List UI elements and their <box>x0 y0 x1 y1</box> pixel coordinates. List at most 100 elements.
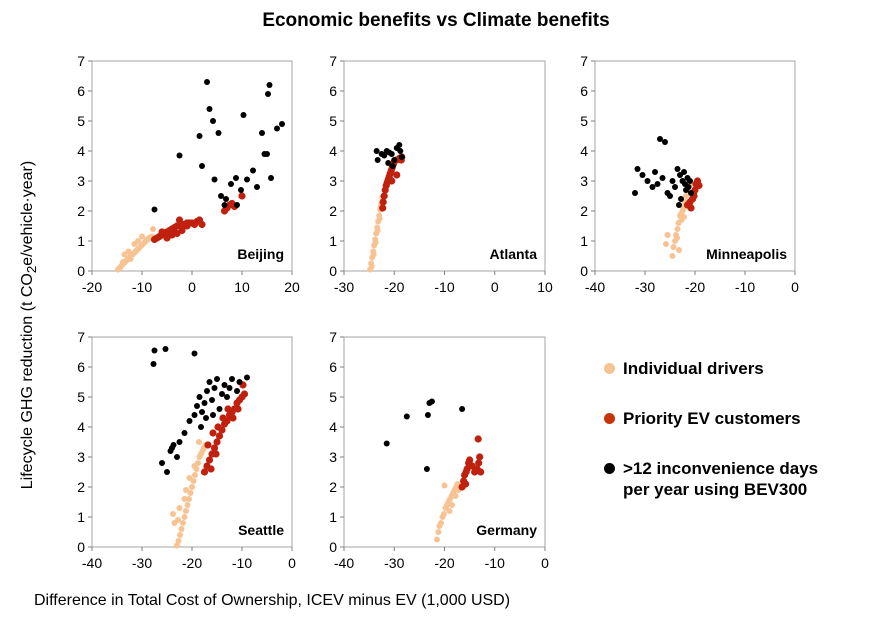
data-point-individual <box>192 472 198 478</box>
data-point-priority <box>173 229 181 238</box>
data-point-individual <box>176 505 183 511</box>
data-point-inconvenience <box>659 175 666 181</box>
data-point-inconvenience <box>244 176 250 183</box>
data-point-individual <box>125 248 132 255</box>
data-point-inconvenience <box>374 157 381 163</box>
data-point-inconvenience <box>191 412 198 418</box>
y-tick-label: 3 <box>580 173 588 189</box>
data-point-priority <box>474 435 482 443</box>
data-point-inconvenience <box>211 385 218 391</box>
y-tick-label: 6 <box>77 359 85 375</box>
data-point-individual <box>674 226 681 232</box>
data-point-inconvenience <box>223 196 229 202</box>
x-tick-label: 0 <box>188 279 196 295</box>
y-tick-label: 2 <box>580 203 588 219</box>
legend-marker-inconvenience <box>604 463 615 474</box>
data-point-individual <box>183 508 189 514</box>
data-point-priority <box>213 438 221 446</box>
data-point-inconvenience <box>264 151 270 157</box>
data-point-inconvenience <box>389 163 396 169</box>
data-point-inconvenience <box>186 418 193 424</box>
y-tick-label: 4 <box>329 419 337 435</box>
data-point-priority <box>687 204 695 212</box>
y-tick-label: 1 <box>77 509 85 525</box>
data-point-inconvenience <box>274 125 280 132</box>
data-point-priority <box>214 423 222 431</box>
data-point-priority <box>207 465 215 473</box>
data-point-inconvenience <box>174 454 180 460</box>
y-tick-label: 7 <box>77 53 85 69</box>
data-point-inconvenience <box>176 152 183 159</box>
data-point-inconvenience <box>254 184 260 190</box>
data-point-inconvenience <box>424 412 431 418</box>
data-point-inconvenience <box>391 157 398 163</box>
data-point-individual <box>437 520 444 526</box>
x-axis-label: Difference in Total Cost of Ownership, I… <box>34 592 511 609</box>
data-point-individual <box>683 193 689 199</box>
data-point-priority <box>229 414 237 422</box>
data-point-priority <box>388 177 396 185</box>
data-point-individual <box>433 536 440 543</box>
data-point-inconvenience <box>151 206 158 213</box>
x-tick-label: -10 <box>735 279 755 295</box>
data-point-inconvenience <box>218 193 224 199</box>
x-tick-label: -20 <box>384 279 404 295</box>
data-point-individual <box>183 487 189 493</box>
data-point-inconvenience <box>219 391 225 397</box>
data-point-inconvenience <box>240 112 247 118</box>
panel-label-beijing: Beijing <box>237 246 284 262</box>
data-point-individual <box>676 247 682 253</box>
data-point-inconvenience <box>204 388 210 394</box>
data-point-priority <box>210 444 219 452</box>
data-point-inconvenience <box>654 181 661 187</box>
data-point-individual <box>178 526 185 532</box>
data-point-inconvenience <box>226 385 233 391</box>
y-tick-label: 7 <box>77 329 85 345</box>
y-tick-label: 4 <box>329 143 337 159</box>
data-point-inconvenience <box>196 133 203 139</box>
data-point-inconvenience <box>206 106 213 112</box>
legend-label-individual: Individual drivers <box>623 359 764 378</box>
data-point-priority <box>379 204 387 212</box>
y-tick-label: 5 <box>329 389 337 405</box>
data-point-inconvenience <box>674 166 681 172</box>
data-point-priority <box>220 207 229 215</box>
data-point-inconvenience <box>266 82 273 88</box>
data-point-inconvenience <box>265 91 271 97</box>
data-point-individual <box>376 215 383 222</box>
data-point-inconvenience <box>215 130 222 136</box>
y-tick-label: 3 <box>329 173 337 189</box>
legend-label-inconvenience-line2: per year using BEV300 <box>623 480 808 499</box>
data-point-individual <box>177 532 183 538</box>
x-tick-label: -30 <box>132 555 152 571</box>
y-tick-label: 7 <box>580 53 588 69</box>
y-tick-label: 7 <box>329 329 337 345</box>
data-point-individual <box>170 511 176 517</box>
x-tick-label: -30 <box>334 279 354 295</box>
x-tick-label: 0 <box>288 555 296 571</box>
data-point-inconvenience <box>198 424 204 430</box>
data-point-inconvenience <box>250 167 256 174</box>
x-tick-label: -10 <box>485 555 505 571</box>
data-point-inconvenience <box>196 394 203 400</box>
data-point-inconvenience <box>150 361 157 367</box>
y-tick-label: 2 <box>329 203 337 219</box>
data-point-individual <box>452 493 459 499</box>
y-tick-label: 4 <box>77 419 85 435</box>
x-tick-label: -30 <box>384 555 404 571</box>
data-point-individual <box>184 502 191 508</box>
panel-label-minneapolis: Minneapolis <box>706 246 787 262</box>
data-point-individual <box>446 508 453 514</box>
data-point-inconvenience <box>238 187 244 193</box>
data-point-priority <box>158 228 166 236</box>
data-point-inconvenience <box>397 148 404 154</box>
x-tick-label: -20 <box>182 555 202 571</box>
data-point-inconvenience <box>181 430 188 436</box>
data-point-priority <box>393 171 401 179</box>
data-point-inconvenience <box>214 376 220 382</box>
data-point-individual <box>187 490 194 496</box>
data-point-priority <box>198 220 206 229</box>
data-point-priority <box>212 450 220 458</box>
data-point-inconvenience <box>176 439 183 445</box>
